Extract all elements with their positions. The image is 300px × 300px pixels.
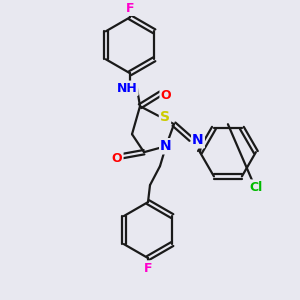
Text: O: O xyxy=(161,89,171,102)
Text: N: N xyxy=(192,133,204,147)
Text: O: O xyxy=(161,89,171,102)
Text: Cl: Cl xyxy=(249,181,262,194)
Text: NH: NH xyxy=(117,82,137,95)
Text: S: S xyxy=(160,110,170,124)
Text: F: F xyxy=(144,262,152,275)
Text: S: S xyxy=(160,110,170,124)
Text: F: F xyxy=(126,2,134,15)
Text: N: N xyxy=(160,139,172,153)
Text: N: N xyxy=(160,139,172,153)
Text: F: F xyxy=(126,2,134,15)
Text: F: F xyxy=(144,262,152,275)
Text: O: O xyxy=(112,152,122,165)
Text: Cl: Cl xyxy=(249,181,262,194)
Text: NH: NH xyxy=(117,82,137,95)
Text: N: N xyxy=(192,133,204,147)
Text: O: O xyxy=(112,152,122,165)
